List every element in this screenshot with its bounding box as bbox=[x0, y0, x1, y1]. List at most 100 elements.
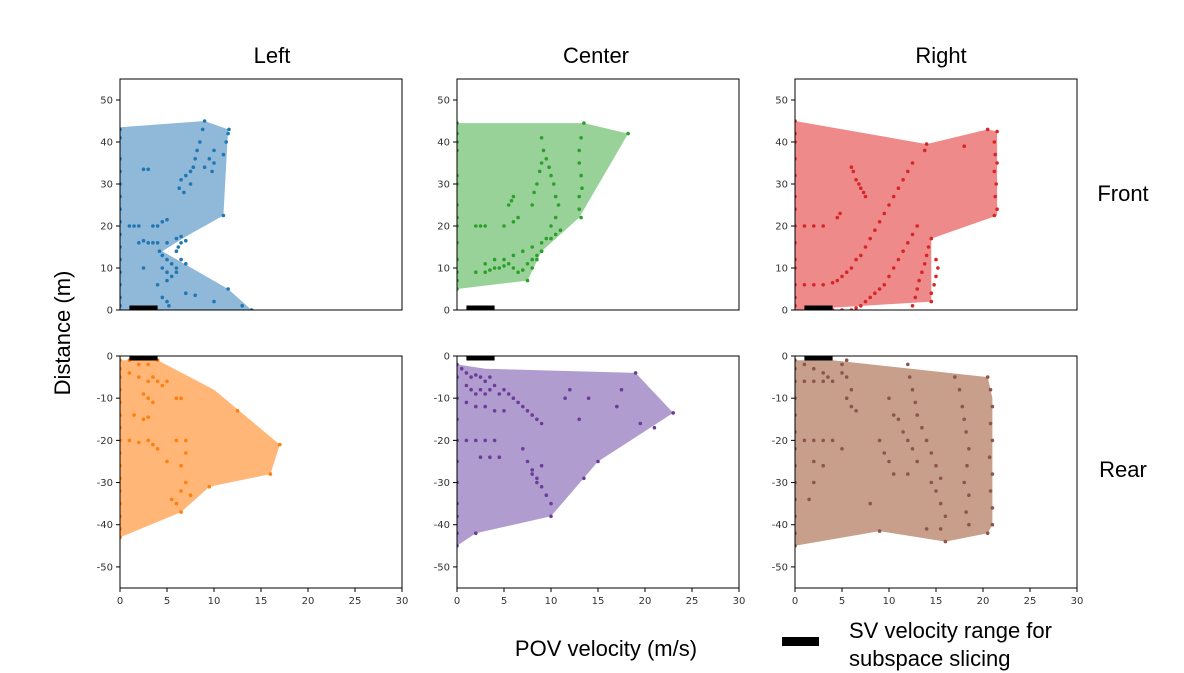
data-point bbox=[835, 278, 840, 283]
data-point bbox=[174, 266, 179, 270]
data-point bbox=[887, 459, 891, 464]
data-point bbox=[474, 270, 478, 275]
data-point bbox=[934, 257, 938, 262]
data-point bbox=[474, 531, 478, 535]
data-point bbox=[195, 148, 199, 153]
data-point bbox=[464, 438, 469, 443]
data-point bbox=[525, 409, 530, 413]
hull-region bbox=[120, 121, 252, 310]
data-point bbox=[207, 157, 212, 161]
data-point bbox=[906, 438, 910, 443]
data-point bbox=[938, 476, 943, 481]
y-tick-label: -50 bbox=[97, 562, 113, 573]
data-point bbox=[922, 148, 927, 153]
plot-area bbox=[795, 356, 995, 548]
data-point bbox=[802, 362, 807, 367]
data-point bbox=[563, 396, 567, 401]
data-point bbox=[802, 224, 807, 228]
data-point bbox=[967, 447, 971, 451]
y-tick-label: -30 bbox=[97, 478, 113, 489]
data-point bbox=[553, 215, 558, 220]
data-point bbox=[492, 266, 497, 270]
data-point bbox=[483, 404, 488, 409]
data-point bbox=[184, 238, 188, 243]
data-point bbox=[953, 375, 957, 379]
data-point bbox=[934, 489, 938, 493]
y-tick-label: -30 bbox=[434, 478, 450, 489]
data-point bbox=[558, 228, 563, 232]
y-tick-label: 0 bbox=[107, 306, 113, 317]
data-point bbox=[157, 249, 162, 253]
data-point bbox=[146, 167, 150, 172]
data-point bbox=[988, 421, 993, 426]
data-point bbox=[887, 203, 891, 207]
data-point bbox=[478, 387, 483, 392]
plot-frame bbox=[456, 78, 740, 311]
data-point bbox=[907, 375, 912, 379]
data-point bbox=[577, 207, 581, 211]
data-point bbox=[544, 236, 549, 241]
data-point bbox=[990, 472, 995, 476]
plot-area bbox=[457, 121, 630, 310]
data-point bbox=[137, 224, 141, 228]
data-point bbox=[821, 371, 825, 375]
data-point bbox=[539, 421, 544, 426]
data-point bbox=[553, 194, 558, 199]
y-tick-label: 0 bbox=[444, 352, 450, 363]
data-point bbox=[535, 253, 539, 258]
data-point bbox=[469, 375, 473, 379]
data-point bbox=[873, 291, 877, 296]
data-point bbox=[924, 438, 929, 443]
data-point bbox=[549, 173, 553, 178]
row-label-front: Front bbox=[1097, 181, 1148, 206]
y-tick-label: 30 bbox=[100, 180, 113, 191]
data-point bbox=[943, 539, 948, 544]
data-point bbox=[240, 304, 244, 308]
x-tick-label: 5 bbox=[164, 596, 170, 607]
data-point bbox=[502, 409, 506, 413]
data-point bbox=[993, 152, 997, 157]
x-tick-label: 15 bbox=[592, 596, 605, 607]
data-point bbox=[863, 194, 868, 199]
y-tick-label: 20 bbox=[437, 222, 450, 233]
data-point bbox=[582, 121, 586, 125]
panel-left-front: 0 10 20 30 40 50 bbox=[100, 78, 403, 317]
data-point bbox=[202, 119, 207, 123]
panel-left-rear: 0 -10 -20 -30 -40 -50 0 5 10 15 20 25 30 bbox=[97, 352, 409, 608]
data-point bbox=[929, 451, 934, 455]
data-point bbox=[985, 375, 990, 379]
data-point bbox=[530, 245, 534, 249]
data-point bbox=[146, 241, 150, 245]
data-point bbox=[224, 140, 228, 144]
data-point bbox=[525, 459, 530, 464]
data-point bbox=[821, 283, 825, 287]
data-point bbox=[198, 140, 202, 144]
data-point bbox=[191, 165, 196, 169]
data-point bbox=[478, 224, 483, 228]
x-tick-label: 0 bbox=[117, 596, 123, 607]
y-tick-label: -20 bbox=[772, 436, 788, 447]
y-tick-label: 0 bbox=[782, 352, 788, 363]
plot-frame bbox=[794, 78, 1078, 311]
data-point bbox=[184, 480, 188, 485]
data-point bbox=[502, 224, 506, 228]
x-tick-label: 5 bbox=[501, 596, 507, 607]
data-point bbox=[509, 199, 514, 203]
data-point bbox=[934, 274, 938, 279]
data-point bbox=[188, 182, 193, 186]
y-tick-label: 30 bbox=[775, 180, 788, 191]
data-point bbox=[535, 257, 539, 262]
data-point bbox=[535, 417, 539, 422]
data-point bbox=[929, 236, 934, 241]
data-point bbox=[165, 257, 169, 262]
data-point bbox=[492, 438, 497, 443]
y-tick-label: -40 bbox=[97, 520, 113, 531]
data-point bbox=[530, 468, 534, 472]
data-point bbox=[854, 178, 858, 182]
x-tick-label: 15 bbox=[255, 596, 268, 607]
data-point bbox=[812, 459, 816, 464]
data-point bbox=[802, 379, 807, 384]
data-point bbox=[844, 358, 849, 363]
data-point bbox=[877, 220, 882, 224]
